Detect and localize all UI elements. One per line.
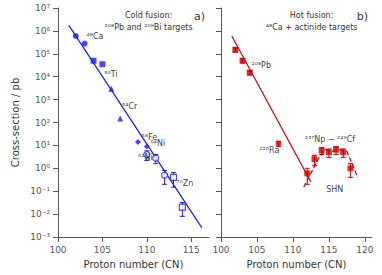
- svg-text:100: 100: [49, 245, 66, 255]
- svg-text:a): a): [194, 10, 205, 23]
- svg-text:²²⁶Ra: ²²⁶Ra: [259, 146, 279, 155]
- svg-text:115: 115: [183, 245, 200, 255]
- svg-text:⁴⁸Ca + actinide targets: ⁴⁸Ca + actinide targets: [266, 23, 358, 32]
- svg-text:10⁻²: 10⁻²: [30, 209, 50, 219]
- svg-text:²⁰⁸Pb and ²⁰⁹Bi targets: ²⁰⁸Pb and ²⁰⁹Bi targets: [105, 23, 193, 32]
- svg-text:b): b): [357, 10, 368, 23]
- svg-text:Hot fusion:: Hot fusion:: [290, 11, 334, 20]
- svg-text:⁶²Ni: ⁶²Ni: [138, 153, 153, 162]
- svg-text:10⁻³: 10⁻³: [30, 232, 50, 242]
- svg-text:⁴⁸Ca: ⁴⁸Ca: [87, 32, 104, 41]
- svg-text:Proton number (CN): Proton number (CN): [247, 259, 347, 270]
- svg-text:10³: 10³: [35, 95, 50, 105]
- svg-text:100: 100: [212, 245, 229, 255]
- svg-text:10²: 10²: [35, 118, 50, 128]
- svg-text:⁷⁰Zn: ⁷⁰Zn: [176, 179, 193, 188]
- svg-text:²³⁷Np − ²⁴⁹Cf: ²³⁷Np − ²⁴⁹Cf: [305, 135, 356, 144]
- svg-text:Cold fusion:: Cold fusion:: [125, 11, 172, 20]
- svg-text:10⁰: 10⁰: [35, 163, 50, 173]
- svg-text:110: 110: [284, 245, 301, 255]
- svg-text:⁶⁴Ni: ⁶⁴Ni: [150, 139, 165, 148]
- svg-text:105: 105: [248, 245, 265, 255]
- svg-text:105: 105: [94, 245, 111, 255]
- svg-text:115: 115: [320, 245, 337, 255]
- svg-text:SHN: SHN: [326, 185, 343, 194]
- svg-text:Cross-section / pb: Cross-section / pb: [10, 78, 21, 167]
- svg-text:⁵⁸Fe: ⁵⁸Fe: [141, 133, 158, 143]
- svg-text:10⁷: 10⁷: [35, 3, 50, 13]
- svg-text:10⁶: 10⁶: [35, 26, 50, 36]
- svg-text:Proton number (CN): Proton number (CN): [84, 259, 184, 270]
- svg-text:10⁻¹: 10⁻¹: [30, 186, 50, 196]
- svg-text:120: 120: [356, 245, 373, 255]
- svg-text:10⁴: 10⁴: [35, 72, 50, 82]
- svg-text:10¹: 10¹: [35, 140, 50, 150]
- svg-text:10⁵: 10⁵: [35, 49, 50, 59]
- svg-text:110: 110: [138, 245, 155, 255]
- svg-text:²⁰⁸Pb: ²⁰⁸Pb: [251, 61, 271, 70]
- svg-text:⁵⁴Cr: ⁵⁴Cr: [122, 102, 138, 111]
- svg-text:⁵⁰Ti: ⁵⁰Ti: [104, 70, 117, 79]
